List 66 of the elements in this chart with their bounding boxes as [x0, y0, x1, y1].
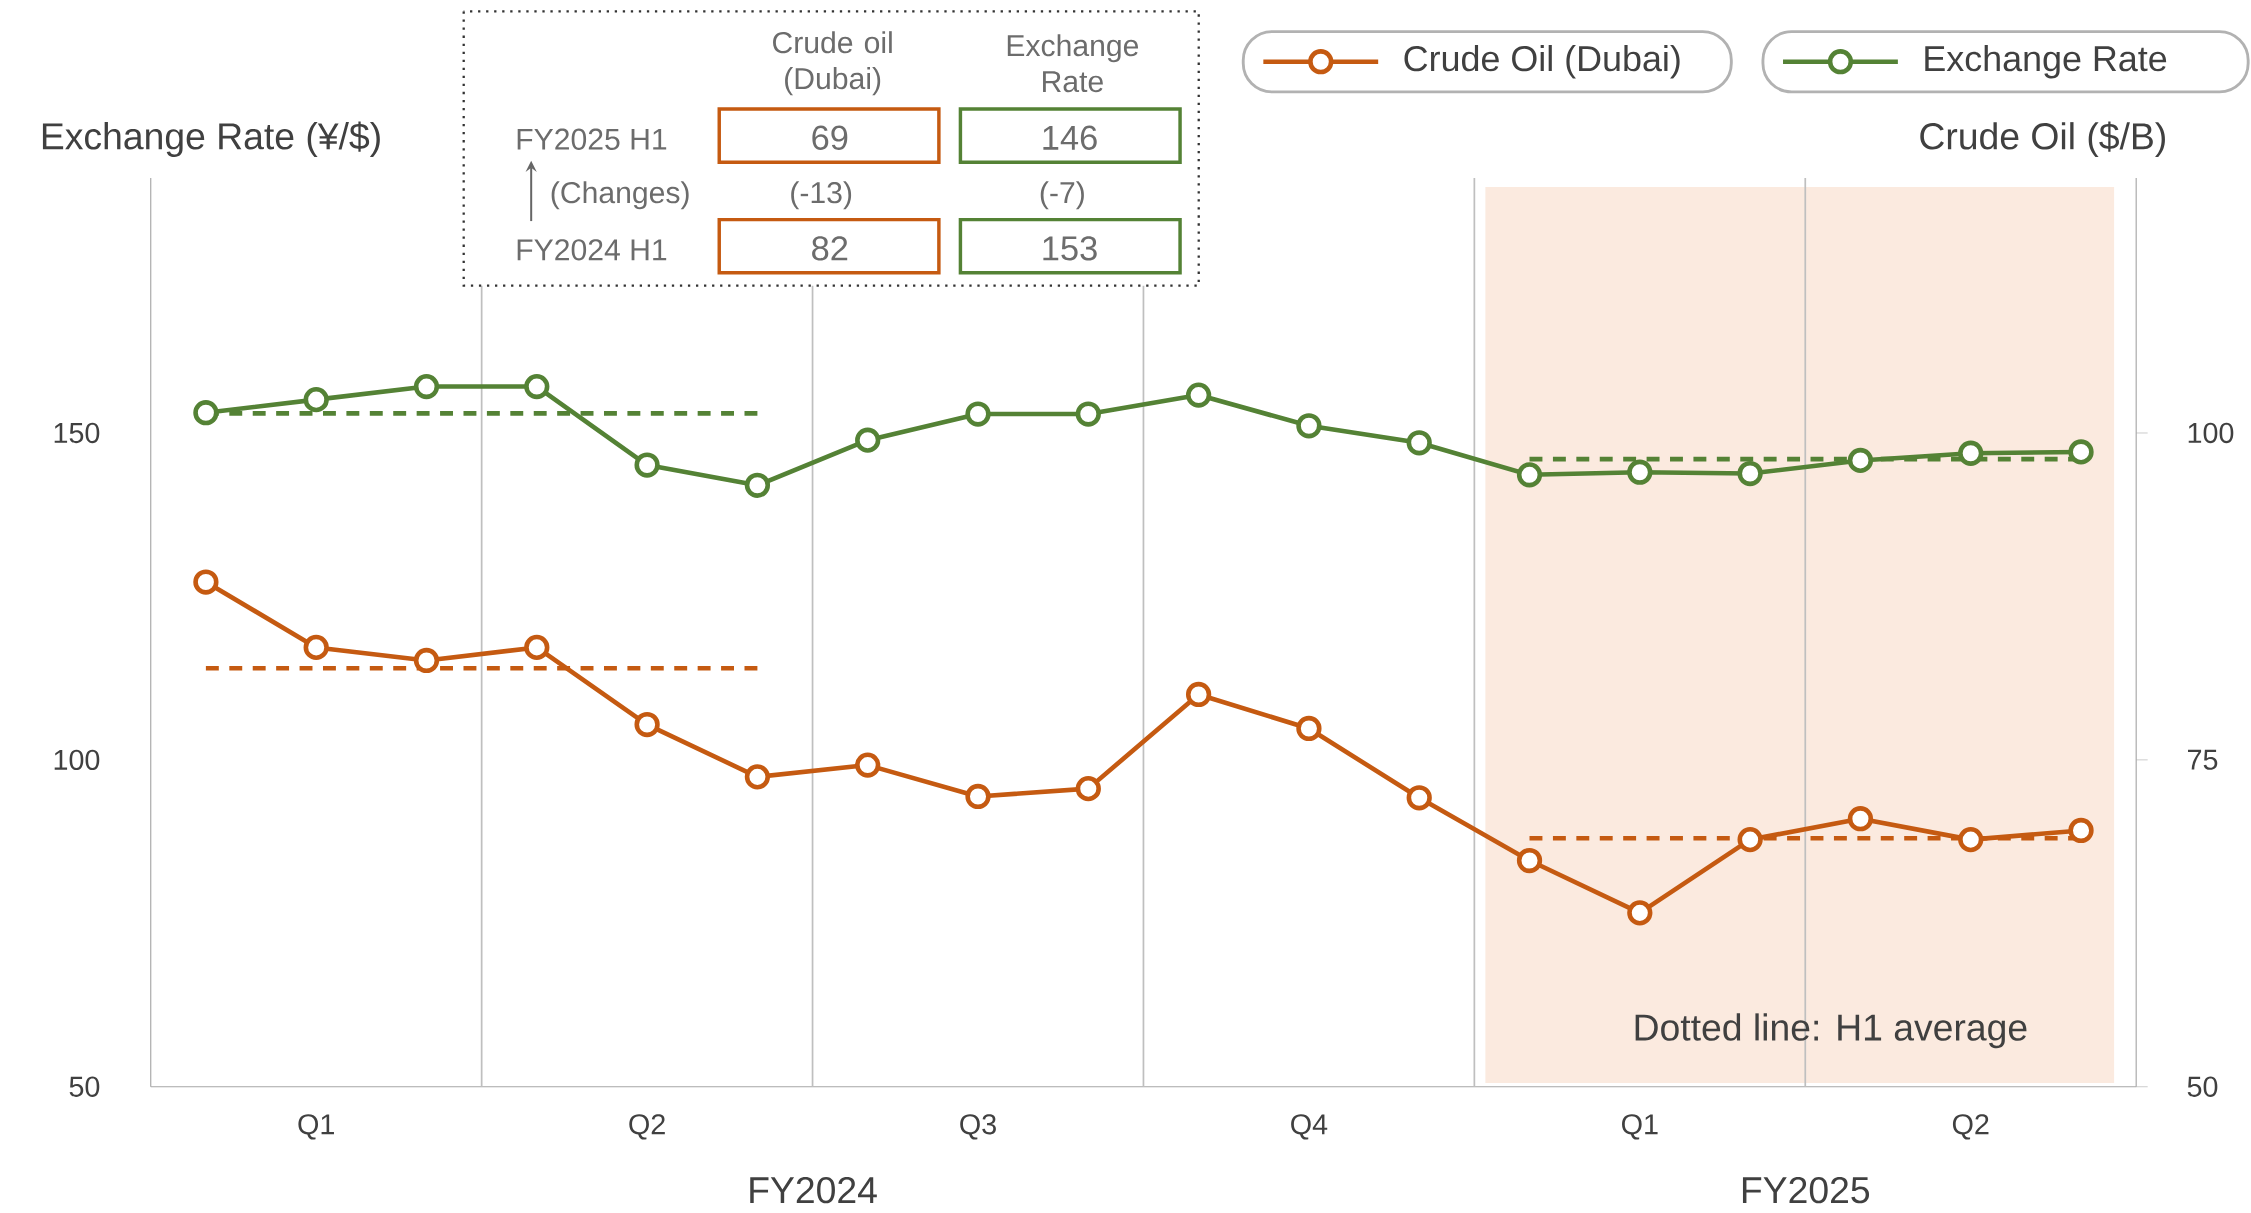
legend-label: Crude Oil (Dubai) [1404, 45, 1680, 79]
point [1406, 430, 1432, 456]
point [1627, 900, 1653, 926]
point [193, 569, 219, 595]
point [1516, 847, 1543, 874]
text: Exchange Rate [1007, 34, 1139, 93]
text: 69 [812, 125, 848, 151]
x-tick-label: Q1 [1622, 1114, 1658, 1140]
text: Crude oil (Dubai) [773, 31, 892, 96]
y-tick-label: 150 [54, 422, 100, 444]
point [1406, 785, 1432, 811]
annotation: (-13) [791, 181, 852, 210]
annotation: 153 [1043, 236, 1097, 261]
point [744, 472, 771, 498]
y2-axis-title: Crude Oil ($/B) [1920, 121, 2165, 157]
x-tick-label: Q2 [629, 1114, 665, 1140]
y-tick-label: 100 [54, 749, 100, 771]
x-tick-label: Q4 [1291, 1114, 1328, 1140]
point [855, 752, 881, 778]
y-tick-label: 50 [69, 1076, 100, 1097]
point [193, 400, 219, 426]
point [1075, 776, 1101, 802]
x-tick-label: Q3 [960, 1114, 996, 1140]
point [1185, 382, 1212, 408]
point [855, 427, 881, 453]
text: FY2025 H1 [517, 128, 667, 150]
text: FY2024 [750, 1176, 877, 1204]
point [413, 647, 440, 674]
point [1185, 681, 1212, 708]
point [1516, 462, 1543, 488]
point [744, 764, 771, 790]
point [1296, 413, 1322, 439]
point [965, 783, 991, 810]
annotation: FY2024 H1 [517, 239, 667, 261]
point [1737, 460, 1763, 487]
point [524, 634, 550, 661]
point [1627, 459, 1653, 485]
annotation: Dotted line: H1 average [1635, 1013, 2027, 1049]
point [303, 387, 329, 413]
point [634, 452, 660, 478]
point [965, 401, 991, 427]
point [1847, 806, 1874, 832]
point [413, 373, 440, 400]
annotation: (-7) [1040, 181, 1084, 210]
point [303, 634, 329, 661]
text: FY2025 [1742, 1176, 1870, 1204]
point [1296, 715, 1322, 742]
point [1075, 401, 1101, 427]
x-tick-label: Q2 [1952, 1114, 1989, 1140]
y-axis-title: Exchange Rate (¥/$) [42, 121, 380, 157]
point [1847, 447, 1874, 474]
text: 146 [1043, 125, 1097, 151]
point [1958, 440, 1984, 466]
y2-tick-label: 75 [2188, 749, 2218, 770]
point [1958, 827, 1984, 853]
y2-tick-label: 50 [2187, 1076, 2218, 1097]
point [2068, 439, 2094, 465]
point [634, 711, 660, 738]
y2-tick-label: 100 [2188, 422, 2234, 444]
legend-label: Exchange Rate [1925, 45, 2167, 79]
point [524, 373, 550, 400]
point [2068, 817, 2094, 844]
annotation: 82 [812, 236, 848, 261]
annotation: (Changes) [551, 181, 689, 210]
point [1737, 827, 1763, 853]
x-tick-label: Q1 [298, 1114, 334, 1140]
